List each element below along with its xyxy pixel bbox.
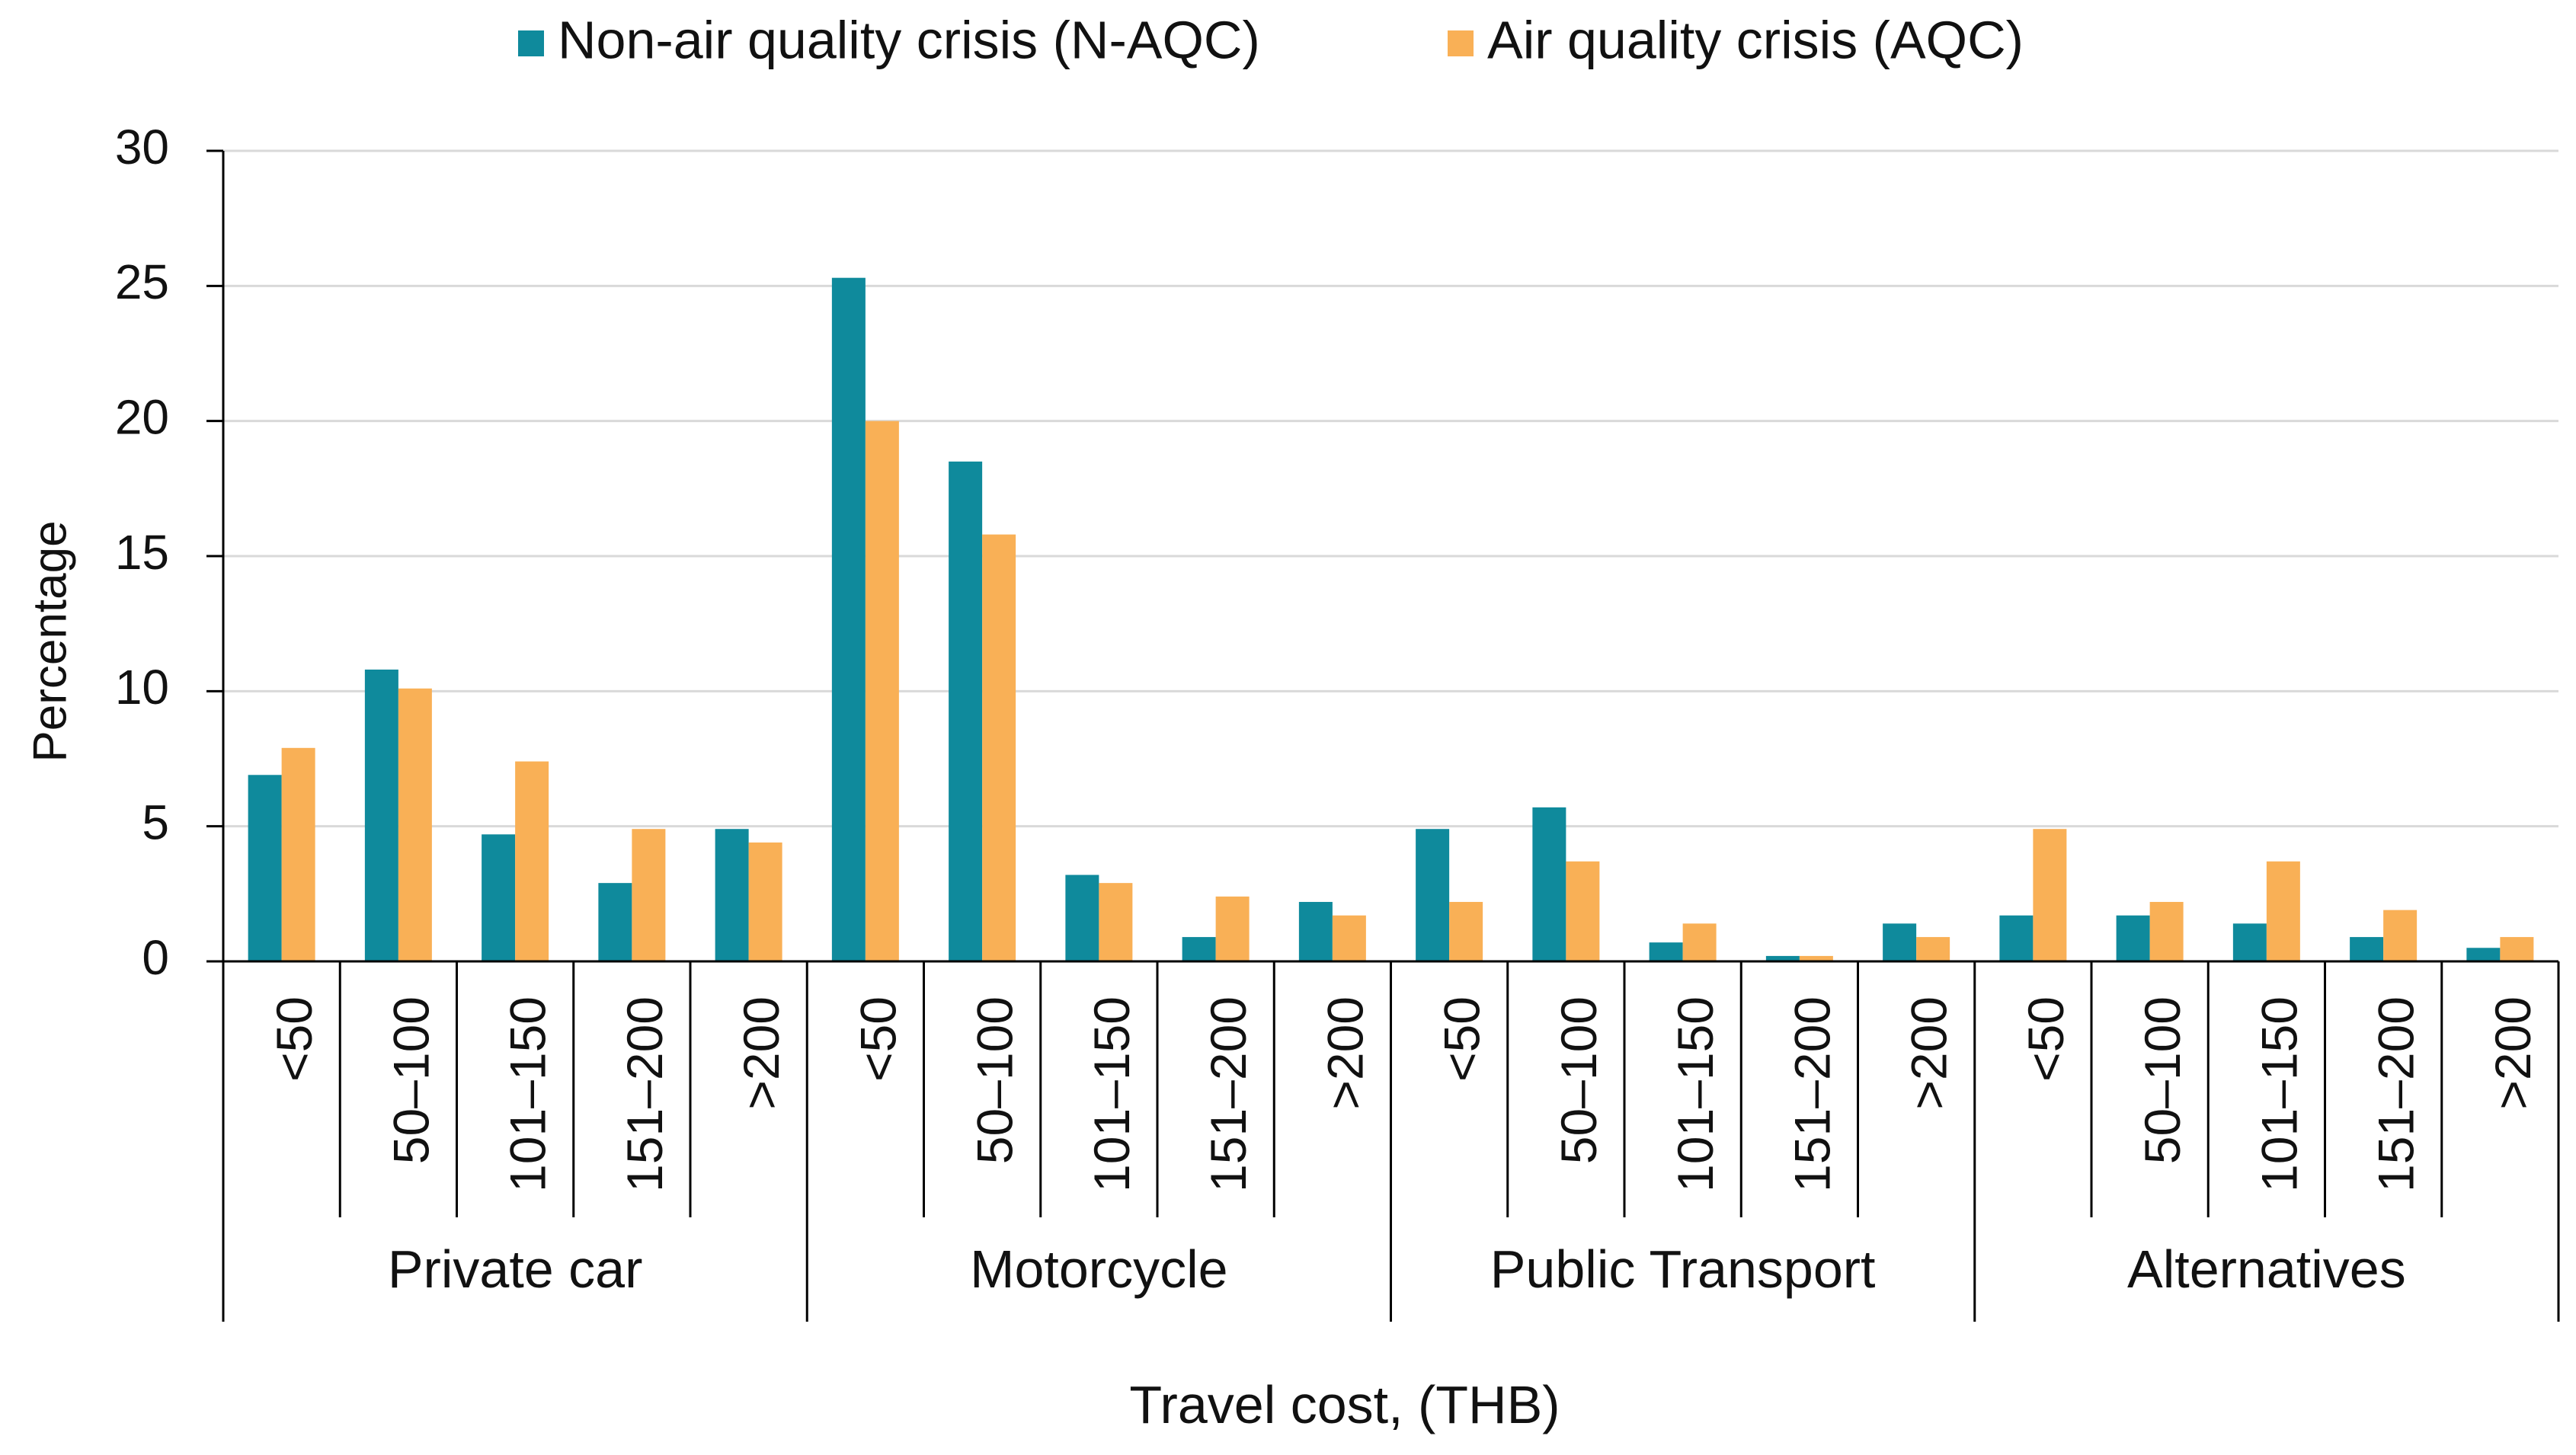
legend-swatch-aqc [1448,30,1474,56]
bar-aqc [2033,829,2067,961]
group-labels: Private car Motorcycle Public Transport Alt… [388,1239,2406,1299]
bar-naqc [482,834,516,961]
x-category-labels: <50 50–100 101–150 151–200 >200 <50 50–100 101–… [266,996,2541,1192]
x-category-label: 101–150 [2251,996,2307,1192]
y-tick-labels: 0 5 10 15 20 25 30 [115,120,169,985]
legend-swatch-naqc [518,30,544,56]
group-brackets [222,961,2560,1322]
bar-naqc [2350,937,2384,961]
x-category-label: 151–200 [1784,996,1840,1192]
bar-naqc [1298,901,1333,961]
x-category-label: <50 [1434,996,1490,1082]
bar-naqc [1649,942,1683,961]
gridlines [223,149,2558,828]
y-tick-label: 10 [115,660,169,715]
x-category-label: >200 [2485,996,2541,1110]
group-label: Alternatives [2127,1239,2406,1299]
bar-aqc [1916,937,1950,961]
bar-aqc [982,534,1016,961]
x-category-label: 50–100 [382,996,439,1164]
bar-aqc [515,761,549,961]
bar-aqc [2266,861,2300,961]
bar-naqc [248,775,282,961]
bar-aqc [281,747,315,961]
legend-label-naqc: Non-air quality crisis (N-AQC) [558,10,1260,69]
x-category-label: 101–150 [1667,996,1723,1192]
bar-naqc [1765,955,1800,961]
x-category-label: 50–100 [967,996,1023,1164]
legend: Non-air quality crisis (N-AQC) Air quali… [518,10,2024,69]
x-category-label: 101–150 [500,996,556,1192]
bar-aqc [865,421,899,961]
bar-naqc [831,277,866,961]
bar-aqc [1682,923,1717,961]
bar-aqc [1215,896,1250,961]
y-tick-label: 15 [115,525,169,580]
legend-label-aqc: Air quality crisis (AQC) [1487,10,2024,69]
x-category-label: 151–200 [616,996,673,1192]
x-category-label: <50 [2018,996,2074,1082]
x-category-label: >200 [733,996,789,1110]
y-tick-label: 20 [115,390,169,445]
x-category-label: 101–150 [1083,996,1140,1192]
x-category-label: 50–100 [2134,996,2190,1164]
y-tick-label: 30 [115,120,169,174]
bar-aqc [1566,861,1600,961]
y-tick-label: 25 [115,254,169,309]
bar-aqc [1799,955,1833,961]
bar-naqc [364,669,398,961]
x-category-label: 151–200 [1200,996,1256,1192]
bar-series [248,277,2534,961]
x-category-label: 151–200 [2368,996,2424,1192]
x-category-label: >200 [1317,996,1373,1110]
group-label: Public Transport [1490,1239,1876,1299]
bar-naqc [1182,937,1216,961]
x-category-label: <50 [266,996,322,1082]
bar-aqc [2383,910,2418,961]
bar-naqc [1883,923,1917,961]
bar-naqc [1532,807,1566,961]
bar-naqc [1416,829,1450,961]
bar-naqc [2116,915,2150,961]
x-category-label: 50–100 [1550,996,1607,1164]
bar-aqc [1449,901,1483,961]
bar-naqc [2232,923,2267,961]
x-category-label: >200 [1901,996,1957,1110]
y-tick-label: 0 [142,930,169,985]
bar-aqc [748,842,782,961]
bar-aqc [2500,937,2534,961]
y-tick-label: 5 [142,795,169,850]
y-axis-title: Percentage [24,520,76,762]
bar-aqc [1332,915,1366,961]
bar-aqc [632,829,666,961]
bar-naqc [715,829,749,961]
bar-aqc [1099,883,1133,961]
bar-naqc [1065,875,1099,961]
bar-naqc [2466,948,2501,961]
bar-naqc [1999,915,2034,961]
bar-aqc [2149,901,2184,961]
bar-naqc [949,461,983,961]
group-label: Motorcycle [970,1239,1227,1299]
bar-aqc [398,688,432,961]
bar-naqc [598,883,632,961]
group-label: Private car [388,1239,643,1299]
x-category-label: <50 [850,996,906,1082]
x-axis-title: Travel cost, (THB) [1129,1375,1560,1434]
